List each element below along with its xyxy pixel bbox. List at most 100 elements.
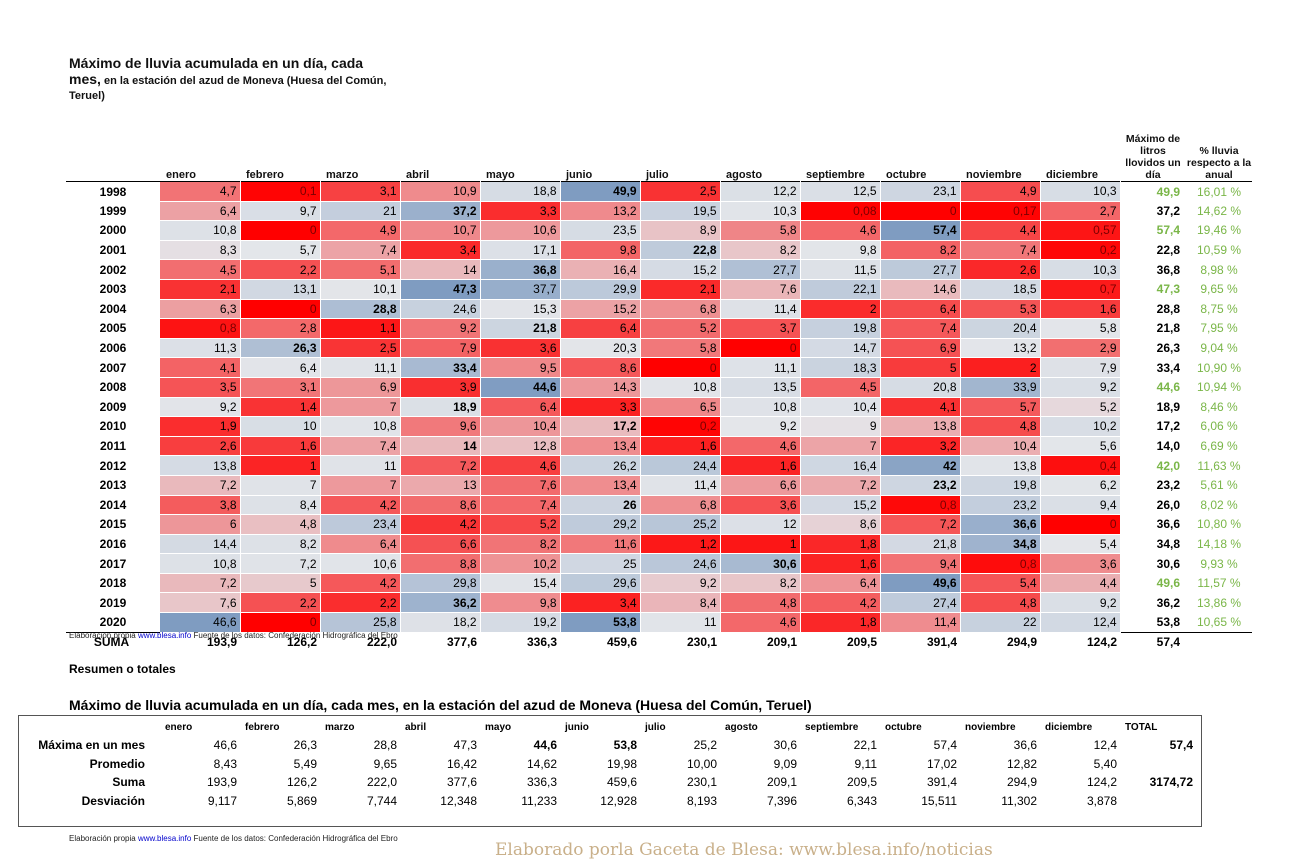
max-cell: 28,8	[1156, 301, 1180, 316]
summary-total-cell: 3174,72	[1149, 775, 1193, 790]
summary-row: Desviación 9,117 5,869 7,744 12,348 11,233 12,…	[19, 792, 1201, 811]
value-cell: 13	[400, 475, 481, 496]
value-cell: 53,8	[560, 612, 641, 633]
value-cell: 9,6	[400, 416, 481, 437]
value-cell: 10,2	[480, 553, 561, 574]
max-cell: 37,2	[1156, 203, 1180, 218]
value-cell: 11,5	[800, 259, 881, 280]
value-cell: 4,2	[320, 573, 401, 594]
summary-cell: 28,8	[373, 738, 397, 753]
value-cell: 15,4	[480, 573, 561, 594]
value-cell: 10,3	[720, 201, 801, 222]
summary-total-cell	[1125, 755, 1201, 774]
pct-cell: 10,65 %	[1196, 615, 1242, 630]
value-cell: 5,8	[1040, 318, 1121, 339]
pct-cell: 11,57 %	[1197, 576, 1241, 591]
value-cell: 23,2	[960, 495, 1041, 516]
value-cell: 6	[160, 514, 241, 535]
value-cell: 3,7	[720, 318, 801, 339]
value-cell: 11	[640, 612, 721, 633]
summary-month-header: diciembre	[1045, 721, 1093, 733]
value-cell: 12	[720, 514, 801, 535]
summary-month-header: marzo	[325, 721, 355, 733]
value-cell: 1,9	[160, 416, 241, 437]
suma-cell: 230,1	[640, 631, 720, 652]
summary-box: enero febrero marzo abril mayo junio julio agos…	[18, 715, 1202, 827]
value-cell: 5,2	[480, 514, 561, 535]
year-cell: 2004	[99, 301, 127, 316]
value-cell: 26,3	[240, 338, 321, 359]
suma-cell: 209,5	[800, 631, 880, 652]
value-cell: 2,2	[320, 592, 401, 614]
value-cell: 11,3	[160, 338, 241, 359]
summary-cell: 12,82	[1006, 756, 1037, 771]
value-cell: 5,6	[1040, 436, 1121, 457]
max-cell: 49,9	[1120, 181, 1186, 202]
value-cell: 7,9	[400, 338, 481, 359]
value-cell: 8,8	[400, 553, 481, 574]
month-header-mayo: mayo	[486, 169, 515, 181]
summary-cell: 8,43	[213, 756, 237, 771]
value-cell: 1,8	[800, 534, 881, 555]
value-cell: 12,8	[480, 436, 561, 457]
value-cell: 13,2	[960, 338, 1041, 359]
value-cell: 13,8	[160, 455, 241, 476]
value-cell: 49,6	[880, 573, 961, 594]
value-cell: 4,5	[160, 259, 241, 280]
value-cell: 18,9	[400, 397, 481, 418]
pct-cell: 14,18 %	[1196, 536, 1242, 551]
value-cell: 3,3	[560, 397, 641, 418]
value-cell: 6,6	[400, 534, 481, 555]
max-cell: 42,0	[1156, 458, 1180, 473]
summary-cell: 6,343	[846, 793, 877, 808]
value-cell: 49,9	[560, 181, 641, 202]
value-cell: 18,5	[960, 279, 1041, 300]
credit-link-2[interactable]: www.blesa.info	[137, 834, 192, 843]
value-cell: 2,6	[160, 436, 241, 457]
value-cell: 1,6	[240, 436, 321, 457]
value-cell: 12,5	[800, 181, 881, 202]
value-cell: 6,4	[880, 299, 961, 320]
value-cell: 5,7	[960, 397, 1041, 418]
value-cell: 14,3	[560, 377, 641, 398]
value-cell: 26,2	[560, 455, 641, 476]
value-cell: 2,9	[1040, 338, 1121, 359]
value-cell: 9,4	[1040, 495, 1121, 516]
pct-cell: 10,59 %	[1196, 243, 1242, 258]
pct-cell: 8,46 %	[1200, 399, 1238, 414]
month-header-noviembre: noviembre	[966, 169, 1022, 181]
value-cell: 21,8	[480, 318, 561, 339]
value-cell: 37,7	[480, 279, 561, 300]
credit-link[interactable]: www.blesa.info	[137, 631, 192, 640]
value-cell: 6,4	[560, 318, 641, 339]
value-cell: 9,8	[800, 240, 881, 261]
summary-cell: 14,62	[526, 756, 557, 771]
table-row: 2016 14,4 8,2 6,4 6,6 8,2 11,6 1,2 1 1,8 21,8 34,8 5…	[66, 534, 1252, 555]
value-cell: 10,4	[800, 397, 881, 418]
max-cell: 34,8	[1156, 536, 1180, 551]
table-row: 2006 11,3 26,3 2,5 7,9 3,6 20,3 5,8 0 14,7 6,9 13,2…	[66, 338, 1252, 359]
max-cell: 47,3	[1156, 282, 1180, 297]
value-cell: 0,2	[640, 416, 721, 437]
value-cell: 2,2	[240, 592, 321, 614]
year-cell: 2014	[99, 497, 127, 512]
value-cell: 17,1	[480, 240, 561, 261]
value-cell: 8,2	[720, 573, 801, 594]
pct-cell: 5,61 %	[1200, 478, 1238, 493]
value-cell: 15,3	[480, 299, 561, 320]
summary-cell: 124,2	[1086, 775, 1117, 790]
footer-credit: Elaborado porla Gaceta de Blesa: www.ble…	[495, 840, 993, 860]
value-cell: 4,4	[960, 220, 1041, 241]
value-cell: 12,4	[1040, 612, 1121, 633]
table-row: 2007 4,1 6,4 11,1 33,4 9,5 8,6 0 11,1 18,3 5 2 7,9 33…	[66, 357, 1252, 378]
value-cell: 1,6	[1040, 299, 1121, 320]
summary-cell: 17,02	[926, 756, 957, 771]
value-cell: 9,4	[880, 553, 961, 574]
summary-row: Máxima en un mes 46,6 26,3 28,8 47,3 44,6 53,8…	[19, 736, 1201, 755]
value-cell: 4,1	[160, 357, 241, 378]
value-cell: 3,6	[1040, 553, 1121, 574]
max-header: Máximo de litros llovidos un día	[1125, 133, 1181, 181]
value-cell: 3,1	[240, 377, 321, 398]
value-cell: 10,6	[320, 553, 401, 574]
value-cell: 0	[640, 357, 721, 378]
